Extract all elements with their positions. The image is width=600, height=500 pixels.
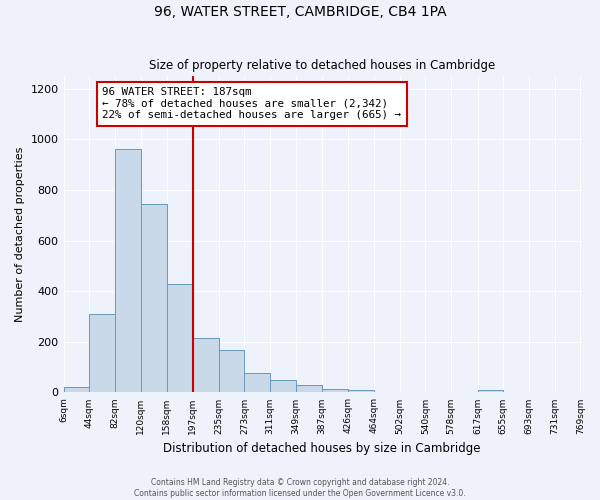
Bar xyxy=(270,380,296,392)
Bar xyxy=(218,350,244,393)
Bar xyxy=(64,388,89,392)
Bar xyxy=(115,150,141,392)
Text: Contains HM Land Registry data © Crown copyright and database right 2024.
Contai: Contains HM Land Registry data © Crown c… xyxy=(134,478,466,498)
Text: 96 WATER STREET: 187sqm
← 78% of detached houses are smaller (2,342)
22% of semi: 96 WATER STREET: 187sqm ← 78% of detache… xyxy=(103,87,401,120)
Bar xyxy=(478,390,503,392)
Bar xyxy=(322,390,348,392)
Bar xyxy=(348,390,374,392)
Title: Size of property relative to detached houses in Cambridge: Size of property relative to detached ho… xyxy=(149,59,495,72)
Y-axis label: Number of detached properties: Number of detached properties xyxy=(15,146,25,322)
Bar xyxy=(193,338,218,392)
Bar xyxy=(167,284,193,393)
Text: 96, WATER STREET, CAMBRIDGE, CB4 1PA: 96, WATER STREET, CAMBRIDGE, CB4 1PA xyxy=(154,5,446,19)
X-axis label: Distribution of detached houses by size in Cambridge: Distribution of detached houses by size … xyxy=(163,442,481,455)
Bar xyxy=(244,374,270,392)
Bar xyxy=(89,314,115,392)
Bar xyxy=(296,385,322,392)
Bar xyxy=(141,204,167,392)
